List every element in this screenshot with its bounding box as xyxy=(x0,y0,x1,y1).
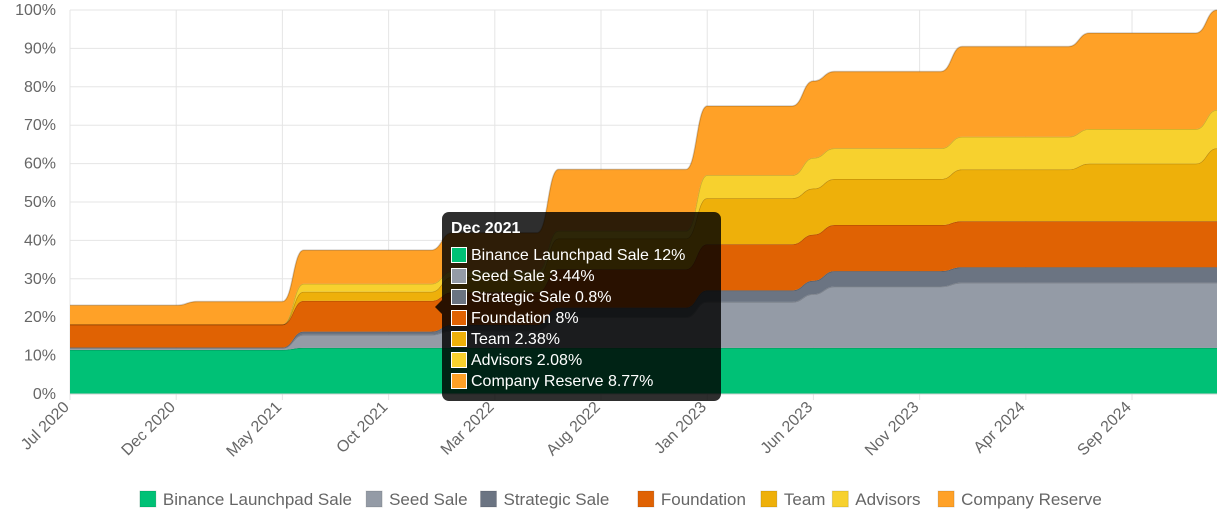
legend-swatch xyxy=(831,490,849,508)
legend-item-foundation[interactable]: Foundation xyxy=(637,490,746,509)
y-tick-label: 50% xyxy=(24,194,56,211)
legend-label: Company Reserve xyxy=(961,490,1102,509)
legend-label: Binance Launchpad Sale xyxy=(163,490,352,509)
area-seed-sale xyxy=(70,282,1217,350)
y-tick-label: 30% xyxy=(24,271,56,288)
tooltip-swatch xyxy=(451,268,467,284)
tooltip-swatch xyxy=(451,247,467,263)
legend-swatch xyxy=(139,490,157,508)
legend-item-seed-sale[interactable]: Seed Sale xyxy=(365,490,468,509)
legend-swatch xyxy=(760,490,778,508)
tooltip-row-team: Team 2.38% xyxy=(451,329,712,350)
chart-tooltip: Dec 2021 Binance Launchpad Sale 12% Seed… xyxy=(435,212,721,401)
tooltip-label: Foundation 8% xyxy=(471,310,579,327)
legend-item-binance-launchpad-sale[interactable]: Binance Launchpad Sale xyxy=(139,490,352,509)
x-tick-label: Apr 2024 xyxy=(971,399,1029,457)
tooltip-row-strategic-sale: Strategic Sale 0.8% xyxy=(451,287,712,308)
tooltip-label: Advisors 2.08% xyxy=(471,352,583,369)
legend-swatch xyxy=(365,490,383,508)
tooltip-swatch xyxy=(451,331,467,347)
legend-label: Seed Sale xyxy=(389,490,467,509)
tooltip-label: Company Reserve 8.77% xyxy=(471,373,654,390)
x-tick-label: Jul 2020 xyxy=(18,399,73,454)
tooltip-swatch xyxy=(451,352,467,368)
tooltip-row-foundation: Foundation 8% xyxy=(451,308,712,329)
legend-label: Foundation xyxy=(661,490,746,509)
legend-swatch xyxy=(480,490,497,508)
legend-label: Team xyxy=(784,490,826,509)
legend-swatch xyxy=(637,490,655,508)
tooltip-title: Dec 2021 xyxy=(451,220,521,237)
legend-swatch xyxy=(937,490,955,508)
tooltip-label: Binance Launchpad Sale 12% xyxy=(471,247,686,264)
y-tick-label: 90% xyxy=(24,40,56,57)
x-tick-label: Sep 2024 xyxy=(1074,399,1135,460)
area-advisors xyxy=(70,109,1217,325)
x-tick-label: Dec 2020 xyxy=(119,399,180,460)
y-tick-label: 60% xyxy=(24,156,56,173)
y-tick-label: 80% xyxy=(24,79,56,96)
y-tick-label: 10% xyxy=(24,348,56,365)
area-team xyxy=(70,148,1217,325)
tooltip-row-seed-sale: Seed Sale 3.44% xyxy=(451,266,712,287)
tooltip-row-advisors: Advisors 2.08% xyxy=(451,350,712,371)
x-tick-label: Mar 2022 xyxy=(438,399,498,459)
area-company-reserve xyxy=(70,10,1217,325)
legend-item-team[interactable]: Team xyxy=(760,490,826,509)
tooltip-label: Strategic Sale 0.8% xyxy=(471,289,612,306)
x-tick-label: May 2021 xyxy=(224,399,286,461)
tooltip-swatch xyxy=(451,289,467,305)
x-tick-label: Jan 2023 xyxy=(651,399,710,458)
y-tick-label: 40% xyxy=(24,232,56,249)
y-tick-label: 0% xyxy=(33,386,56,403)
tooltip-label: Seed Sale 3.44% xyxy=(471,268,595,285)
tooltip-swatch xyxy=(451,373,467,389)
y-tick-label: 20% xyxy=(24,309,56,326)
x-tick-label: Aug 2022 xyxy=(543,399,604,460)
legend-item-strategic-sale[interactable]: Strategic Sale xyxy=(480,490,610,509)
legend-item-company-reserve[interactable]: Company Reserve xyxy=(937,490,1102,509)
tooltip-label: Team 2.38% xyxy=(471,331,560,348)
series-line-company-reserve xyxy=(70,9,1218,307)
tooltip-swatch xyxy=(451,310,467,326)
legend-label: Strategic Sale xyxy=(504,490,610,509)
x-tick-label: Nov 2023 xyxy=(862,399,923,460)
tooltip-row-binance-launchpad-sale: Binance Launchpad Sale 12% xyxy=(451,245,712,266)
tooltip-row-company-reserve: Company Reserve 8.77% xyxy=(451,371,712,392)
x-tick-label: Jun 2023 xyxy=(758,399,817,458)
y-tick-label: 70% xyxy=(24,117,56,134)
y-tick-label: 100% xyxy=(15,2,56,19)
legend-item-advisors[interactable]: Advisors xyxy=(831,490,920,509)
legend: Binance Launchpad Sale Seed Sale Strategic… xyxy=(139,490,1102,509)
legend-label: Advisors xyxy=(855,490,920,509)
x-tick-label: Oct 2021 xyxy=(334,399,392,457)
